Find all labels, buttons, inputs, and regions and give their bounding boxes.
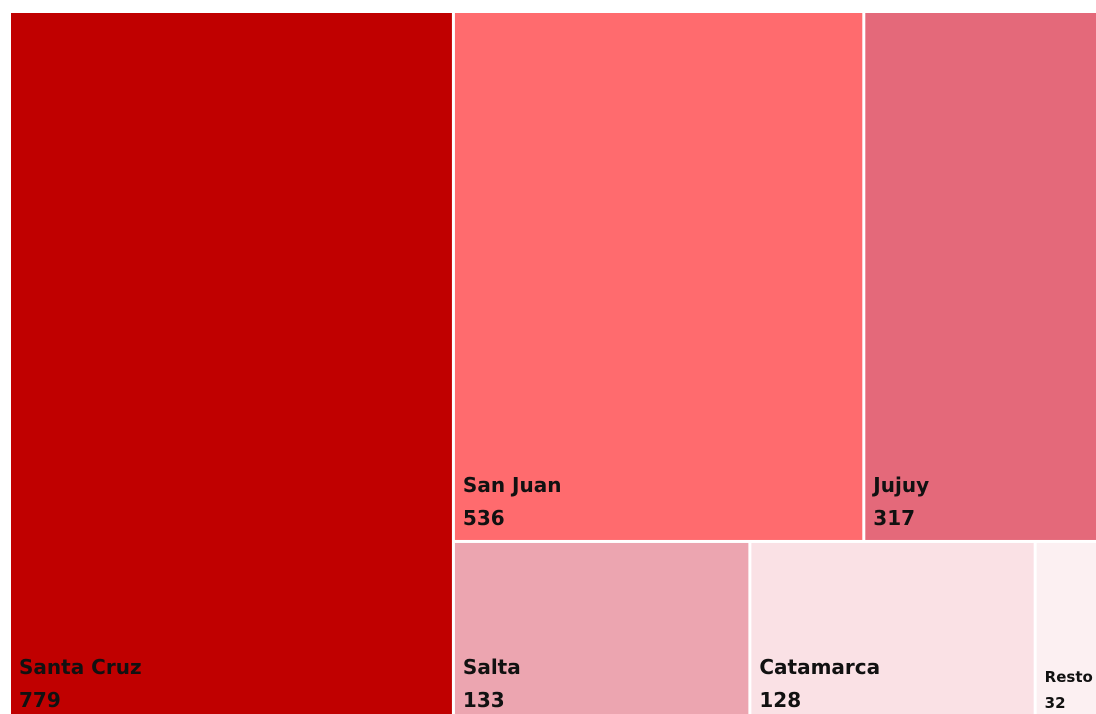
- tile-value: 32: [1045, 694, 1066, 712]
- tile: [865, 13, 1096, 540]
- tile: [1036, 542, 1096, 714]
- tile-label: Jujuy: [871, 473, 929, 497]
- tile-value: 536: [463, 506, 505, 530]
- tile-label: San Juan: [463, 473, 562, 497]
- tile-value: 133: [463, 688, 505, 712]
- tile: [751, 542, 1034, 714]
- tile: [454, 13, 863, 540]
- tile-value: 779: [19, 688, 61, 712]
- tile: [454, 542, 749, 714]
- tile-label: Resto: [1045, 668, 1093, 686]
- tile-label: Santa Cruz: [19, 655, 142, 679]
- tile-label: Catamarca: [759, 655, 880, 679]
- tile-value: 317: [873, 506, 915, 530]
- tile-value: 128: [759, 688, 801, 712]
- tile: [11, 13, 452, 714]
- tile-label: Salta: [463, 655, 521, 679]
